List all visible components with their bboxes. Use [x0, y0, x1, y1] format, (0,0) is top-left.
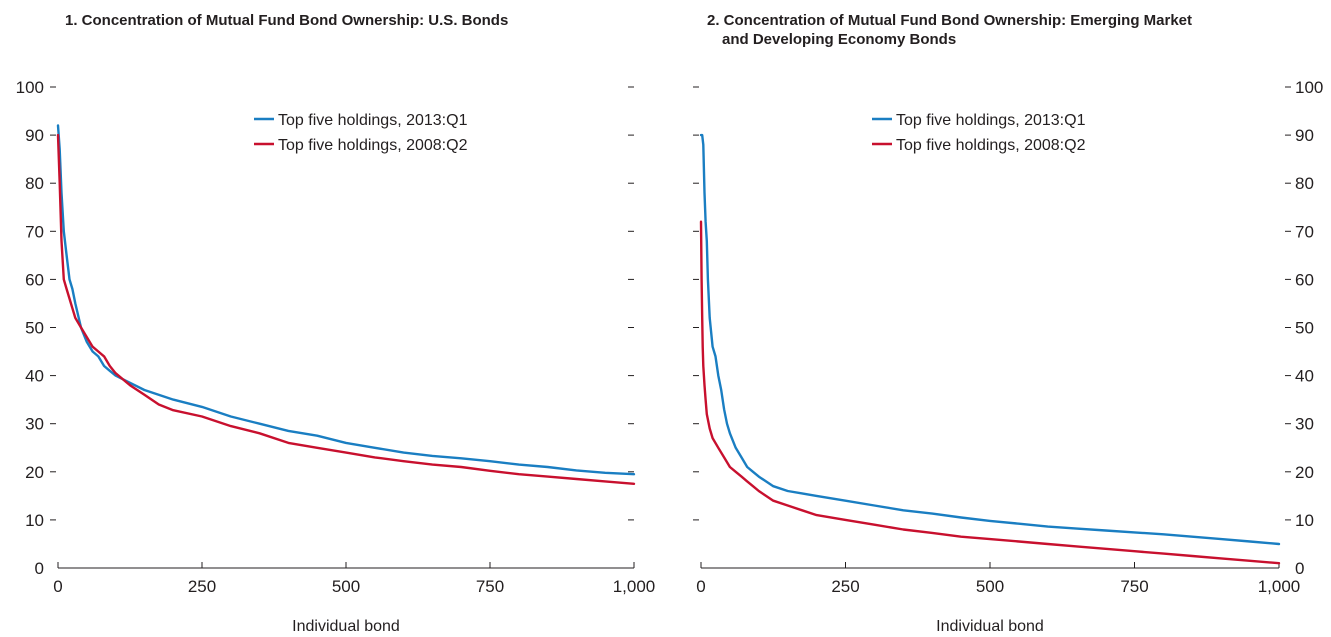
panel-1-x-axis-label: Individual bond	[292, 618, 400, 635]
y-tick-label: 70	[25, 222, 44, 241]
y-tick-label: 60	[1295, 270, 1314, 289]
y-tick-label: 10	[25, 511, 44, 530]
y-tick-label: 30	[1295, 415, 1314, 434]
y-tick-label: 40	[1295, 367, 1314, 386]
y-tick-label: 50	[25, 319, 44, 338]
series-line-2013q1	[56, 124, 636, 476]
panel-2-x-axis-label: Individual bond	[936, 618, 1044, 635]
x-tick-label: 250	[188, 577, 216, 596]
x-tick-label: 1,000	[613, 577, 656, 596]
x-tick-label: 500	[332, 577, 360, 596]
y-tick-label: 40	[25, 367, 44, 386]
y-tick-label: 20	[1295, 463, 1314, 482]
y-tick-label: 80	[25, 174, 44, 193]
series-line-2008q2	[56, 133, 636, 485]
legend-label: Top five holdings, 2013:Q1	[278, 112, 468, 129]
legend-label: Top five holdings, 2008:Q2	[278, 137, 468, 154]
panel-emde-bonds: 2. Concentration of Mutual Fund Bond Own…	[693, 12, 1323, 635]
panel-1-title: 1. Concentration of Mutual Fund Bond Own…	[65, 12, 508, 29]
x-tick-label: 0	[696, 577, 705, 596]
y-tick-label: 0	[1295, 559, 1304, 578]
legend-label: Top five holdings, 2013:Q1	[896, 112, 1086, 129]
panel-1-series	[56, 124, 636, 485]
x-tick-label: 750	[476, 577, 504, 596]
y-tick-label: 10	[1295, 511, 1314, 530]
y-tick-label: 20	[25, 463, 44, 482]
y-tick-label: 80	[1295, 174, 1314, 193]
y-tick-label: 60	[25, 270, 44, 289]
x-tick-label: 0	[53, 577, 62, 596]
y-tick-label: 30	[25, 415, 44, 434]
series-line-2013q1	[699, 133, 1281, 546]
panel-2-series	[699, 133, 1281, 565]
y-tick-label: 100	[1295, 78, 1323, 97]
x-tick-label: 750	[1120, 577, 1148, 596]
panel-us-bonds: 1. Concentration of Mutual Fund Bond Own…	[16, 12, 656, 635]
panel-2-title-line-1: 2. Concentration of Mutual Fund Bond Own…	[707, 12, 1192, 29]
panel-1-legend: Top five holdings, 2013:Q1 Top five holdi…	[254, 112, 468, 154]
y-tick-label: 90	[25, 126, 44, 145]
panel-1-axes: 0 250 500 750 1,000 0 10 20 30 40 50 60 70 80 90 100	[16, 78, 656, 596]
y-tick-label: 50	[1295, 319, 1314, 338]
legend-label: Top five holdings, 2008:Q2	[896, 137, 1086, 154]
x-tick-label: 250	[831, 577, 859, 596]
x-tick-label: 500	[976, 577, 1004, 596]
y-tick-label: 100	[16, 78, 44, 97]
series-line-2008q2	[699, 220, 1281, 565]
panel-2-title-line-2: and Developing Economy Bonds	[722, 31, 956, 48]
x-tick-label: 1,000	[1258, 577, 1301, 596]
y-tick-label: 70	[1295, 222, 1314, 241]
y-tick-label: 90	[1295, 126, 1314, 145]
y-tick-label: 0	[35, 559, 44, 578]
panel-2-legend: Top five holdings, 2013:Q1 Top five holdi…	[872, 112, 1086, 154]
